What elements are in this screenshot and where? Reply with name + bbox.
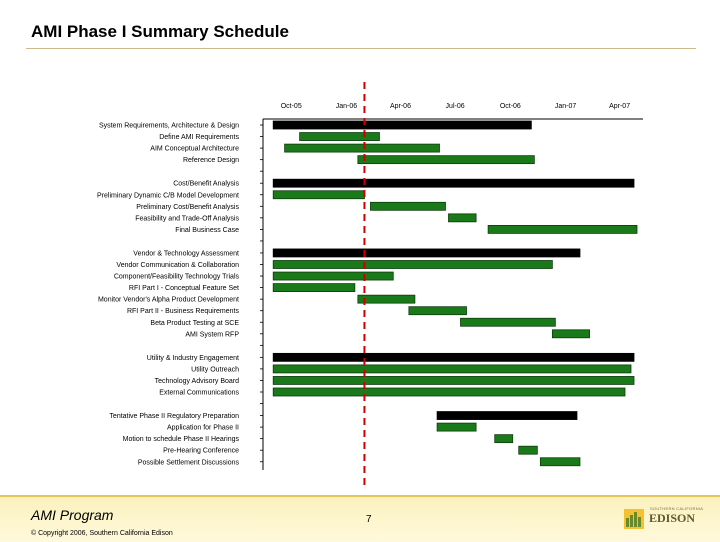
summary-bar bbox=[272, 352, 635, 362]
x-tick-label: Oct-05 bbox=[281, 103, 302, 110]
task-label: Preliminary Dynamic C/B Model Developmen… bbox=[97, 192, 239, 199]
task-label: Application for Phase II bbox=[167, 425, 239, 432]
task-bar bbox=[370, 201, 446, 211]
task-label: Pre-Hearing Conference bbox=[163, 448, 239, 455]
task-label: Feasibility and Trade-Off Analysis bbox=[135, 215, 239, 222]
task-bar bbox=[299, 132, 380, 141]
x-tick-label: Apr-06 bbox=[390, 103, 411, 110]
task-bar bbox=[272, 376, 635, 385]
task-label: Reference Design bbox=[183, 157, 239, 164]
task-bar bbox=[408, 306, 467, 316]
summary-bar bbox=[436, 411, 578, 420]
group-label: Utility & Industry Engagement bbox=[147, 355, 239, 362]
x-tick-label: Jan-07 bbox=[555, 103, 577, 110]
group-label: Tentative Phase II Regulatory Preparatio… bbox=[109, 413, 239, 420]
summary-bar bbox=[272, 248, 581, 258]
task-bar bbox=[272, 271, 394, 281]
task-label: External Communications bbox=[159, 390, 239, 397]
task-label: Beta Product Testing at SCE bbox=[150, 320, 239, 327]
page-title: AMI Phase I Summary Schedule bbox=[31, 22, 289, 41]
task-label: Monitor Vendor's Alpha Product Developme… bbox=[98, 297, 239, 304]
footer-copyright: © Copyright 2006, Southern California Ed… bbox=[31, 530, 173, 537]
task-label: Final Business Case bbox=[175, 227, 239, 234]
task-bar bbox=[460, 317, 556, 327]
page-number: 7 bbox=[366, 514, 372, 525]
x-tick-label: Jul-06 bbox=[446, 103, 465, 110]
task-label: AMI System RFP bbox=[185, 331, 239, 338]
task-bar bbox=[272, 364, 632, 374]
task-bar bbox=[436, 422, 477, 432]
logo-wordmark: EDISON bbox=[649, 511, 696, 525]
task-bar bbox=[448, 213, 477, 223]
logo-subtitle: SOUTHERN CALIFORNIA bbox=[650, 506, 704, 511]
x-tick-label: Oct-06 bbox=[500, 103, 521, 110]
task-label: Vendor Communication & Collaboration bbox=[116, 262, 239, 269]
x-tick-label: Jan-06 bbox=[336, 103, 358, 110]
group-label: Vendor & Technology Assessment bbox=[133, 250, 239, 257]
task-label: Define AMI Requirements bbox=[159, 134, 239, 141]
task-bar bbox=[487, 224, 638, 234]
title-divider bbox=[26, 48, 696, 49]
task-label: AIM Conceptual Architecture bbox=[150, 146, 239, 153]
task-bar bbox=[284, 143, 440, 153]
logo-sun-icon bbox=[624, 509, 644, 529]
task-label: Motion to schedule Phase II Hearings bbox=[123, 436, 240, 443]
summary-bar bbox=[272, 120, 532, 130]
task-label: Preliminary Cost/Benefit Analysis bbox=[136, 204, 239, 211]
task-bar bbox=[272, 387, 626, 397]
gantt-chart: Oct-05 Jan-06 Apr-06 Jul-06 Oct-06 Jan-07 Apr-… bbox=[97, 82, 643, 490]
x-tick-label: Apr-07 bbox=[609, 103, 630, 110]
task-label: Component/Feasibility Technology Trials bbox=[114, 274, 240, 281]
task-label: Utility Outreach bbox=[191, 366, 239, 373]
task-bar bbox=[272, 283, 356, 293]
task-label: Possible Settlement Discussions bbox=[138, 459, 240, 466]
task-bar bbox=[357, 155, 535, 165]
group-label: Cost/Benefit Analysis bbox=[173, 181, 239, 188]
edison-logo: SOUTHERN CALIFORNIA EDISON bbox=[624, 506, 704, 536]
footer-program-name: AMI Program bbox=[31, 507, 114, 523]
task-bar bbox=[518, 445, 538, 455]
task-bar bbox=[357, 294, 416, 304]
task-bar bbox=[272, 190, 365, 200]
task-bar bbox=[494, 434, 514, 444]
task-bar bbox=[551, 329, 590, 339]
task-label: RFI Part I - Conceptual Feature Set bbox=[129, 285, 239, 292]
group-label: System Requirements, Architecture & Desi… bbox=[99, 123, 239, 130]
task-bar bbox=[272, 260, 553, 269]
task-label: RFI Part II - Business Requirements bbox=[127, 308, 240, 315]
task-bar bbox=[539, 457, 581, 467]
summary-bar bbox=[272, 178, 635, 188]
footer-bar: AMI Program © Copyright 2006, Southern C… bbox=[0, 495, 720, 542]
task-label: Technology Advisory Board bbox=[155, 378, 240, 385]
